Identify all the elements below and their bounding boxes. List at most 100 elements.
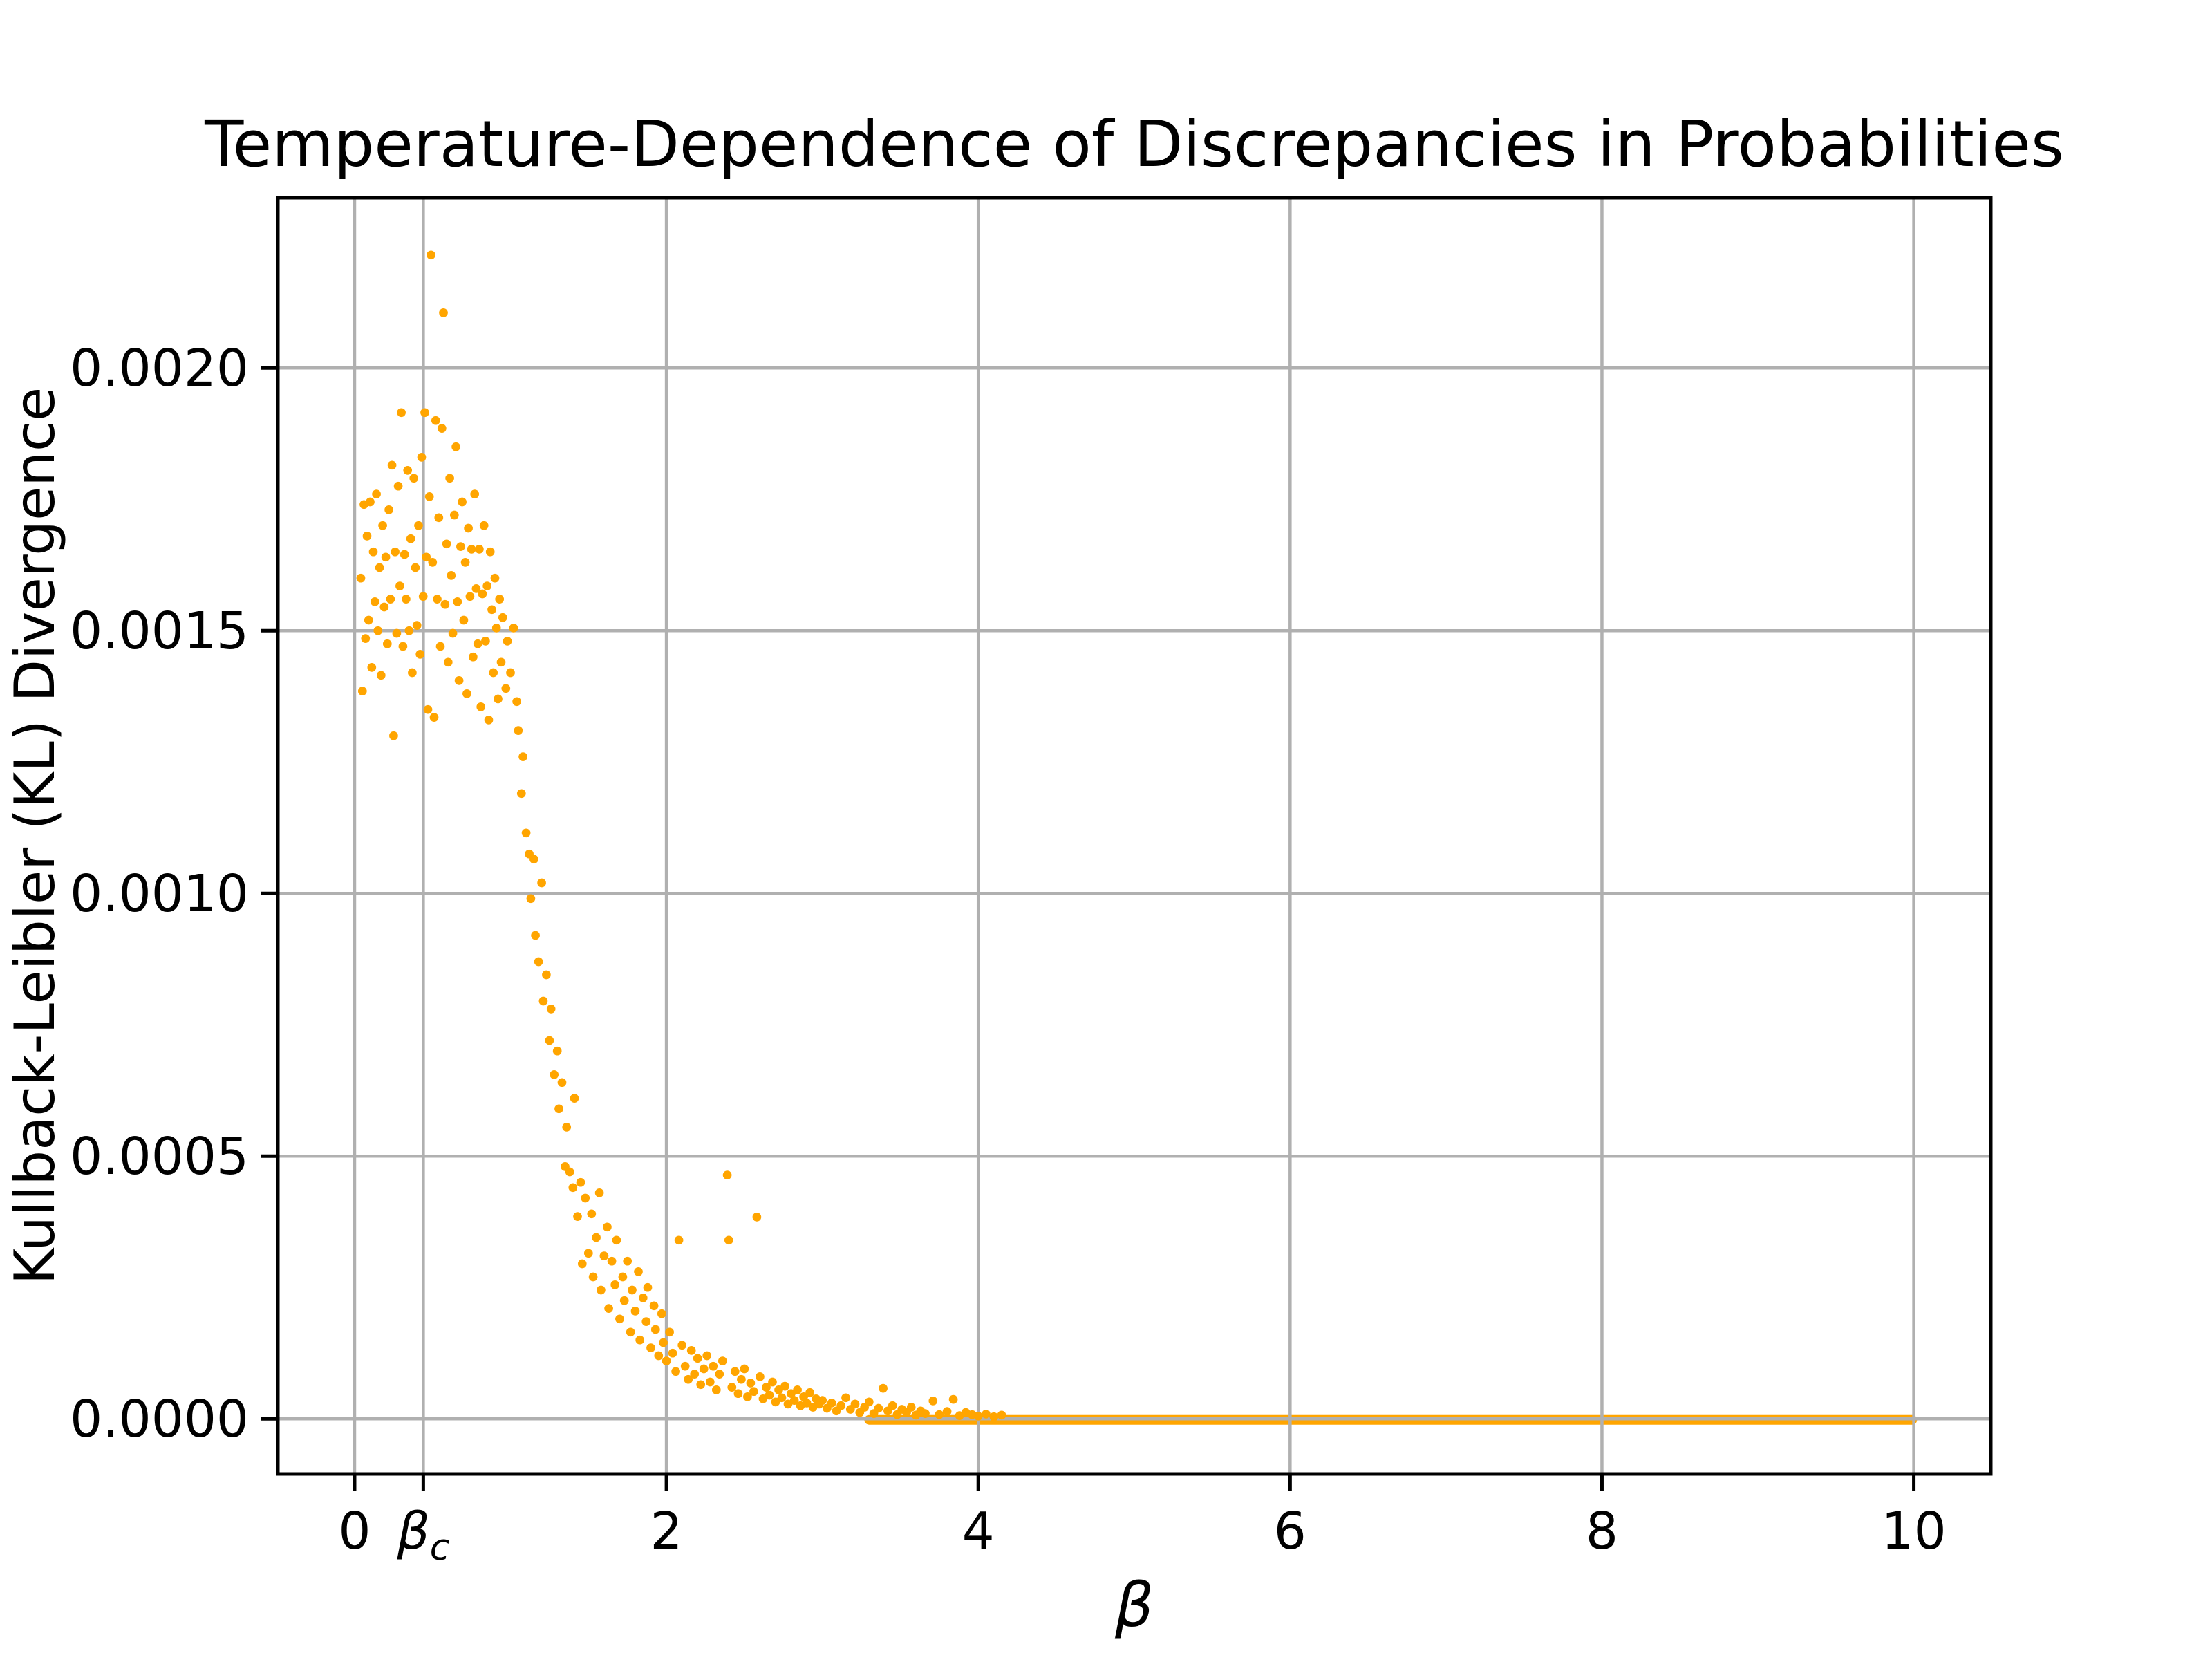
scatter-point [498,613,507,622]
scatter-point [942,1407,952,1416]
scatter-point [406,534,415,543]
y-tick-label: 0.0020 [70,339,249,398]
scatter-point [362,532,372,541]
scatter-point [597,1285,606,1295]
scatter-point [737,1374,746,1384]
scatter-point [475,545,484,554]
scatter-point [557,1078,567,1087]
scatter-point [592,1233,601,1242]
scatter-point [684,1374,693,1384]
scatter-point [573,1212,582,1221]
scatter-point [677,1341,687,1350]
scatter-point [422,552,431,562]
scatter-point [373,626,383,635]
scatter-point [389,731,398,740]
scatter-point [997,1410,1006,1420]
scatter-point [376,671,386,680]
scatter-point [509,624,518,633]
scatter-point [434,513,444,523]
scatter-point [643,1282,653,1292]
scatter-point [634,1267,643,1276]
scatter-point [538,996,548,1006]
scatter-point [638,1294,648,1302]
scatter-point [437,424,447,433]
scatter-point [654,1351,664,1361]
scatter-point [587,1209,597,1219]
scatter-point [366,497,375,507]
scatter-point [607,1256,617,1266]
scatter-point [496,657,506,667]
scatter-point [531,931,540,940]
scatter-point [554,1104,563,1114]
scatter-point [630,1307,640,1316]
y-tick-label: 0.0010 [70,864,249,924]
y-tick-label: 0.0015 [70,601,249,661]
scatter-point [827,1399,836,1408]
y-tick-label: 0.0000 [70,1390,249,1449]
scatter-point [705,1377,715,1387]
scatter-point [874,1403,883,1413]
scatter-point [379,602,389,612]
scatter-point [375,563,384,572]
scatter-point [459,615,469,625]
x-tick-label: 2 [650,1502,683,1561]
scatter-point [982,1410,991,1419]
scatter-point [588,1272,598,1282]
scatter-point [610,1280,620,1289]
scatter-point [456,542,465,551]
scatter-point [494,694,503,704]
scatter-point [565,1167,574,1177]
scatter-point [372,489,381,498]
scatter-point [447,571,456,580]
scatter-point [709,1361,718,1371]
scatter-point [449,510,459,520]
scatter-point [503,637,512,646]
scatter-point [397,408,406,418]
scatter-point [727,1383,737,1392]
scatter-point [491,624,501,633]
scatter-point [478,589,487,599]
scatter-point [404,626,414,635]
scatter-point [462,689,471,698]
scatter-point [671,1367,680,1376]
scatter-point [733,1389,743,1399]
scatter-point [746,1379,756,1388]
scatter-point [418,592,428,601]
scatter-point [542,970,551,980]
scatter-point [948,1394,958,1404]
scatter-point [626,1327,635,1337]
scatter-point [490,573,500,583]
scatter-point [458,497,467,507]
scatter-point [412,621,422,630]
scatter-point [364,615,373,625]
scatter-point [484,716,494,725]
scatter-point [395,581,404,590]
axes-layer [261,196,1993,1491]
scatter-point [888,1401,897,1410]
scatter-layer [356,250,1006,1421]
scatter-point [599,1251,609,1260]
scatter-point [789,1396,799,1405]
x-tick-label: 10 [1881,1502,1946,1561]
scatter-point [393,481,403,491]
scatter-point [699,1364,709,1374]
scatter-point [686,1346,696,1355]
scatter-point [537,878,546,888]
scatter-point [465,592,475,601]
scatter-point [482,581,492,590]
scatter-point [604,1304,613,1313]
scatter-point [427,250,435,260]
scatter-point [442,539,451,549]
scatter-point [618,1272,628,1282]
scatter-point [935,1410,944,1419]
scatter-point [628,1285,637,1295]
scatter-point [440,599,450,609]
scatter-point [650,1325,660,1334]
scatter-point [368,547,378,557]
scatter-point [435,642,445,651]
scatter-point [771,1397,780,1407]
scatter-point [489,668,498,678]
scatter-point [864,1397,874,1407]
scatter-point [431,416,440,425]
scatter-point [370,597,379,606]
